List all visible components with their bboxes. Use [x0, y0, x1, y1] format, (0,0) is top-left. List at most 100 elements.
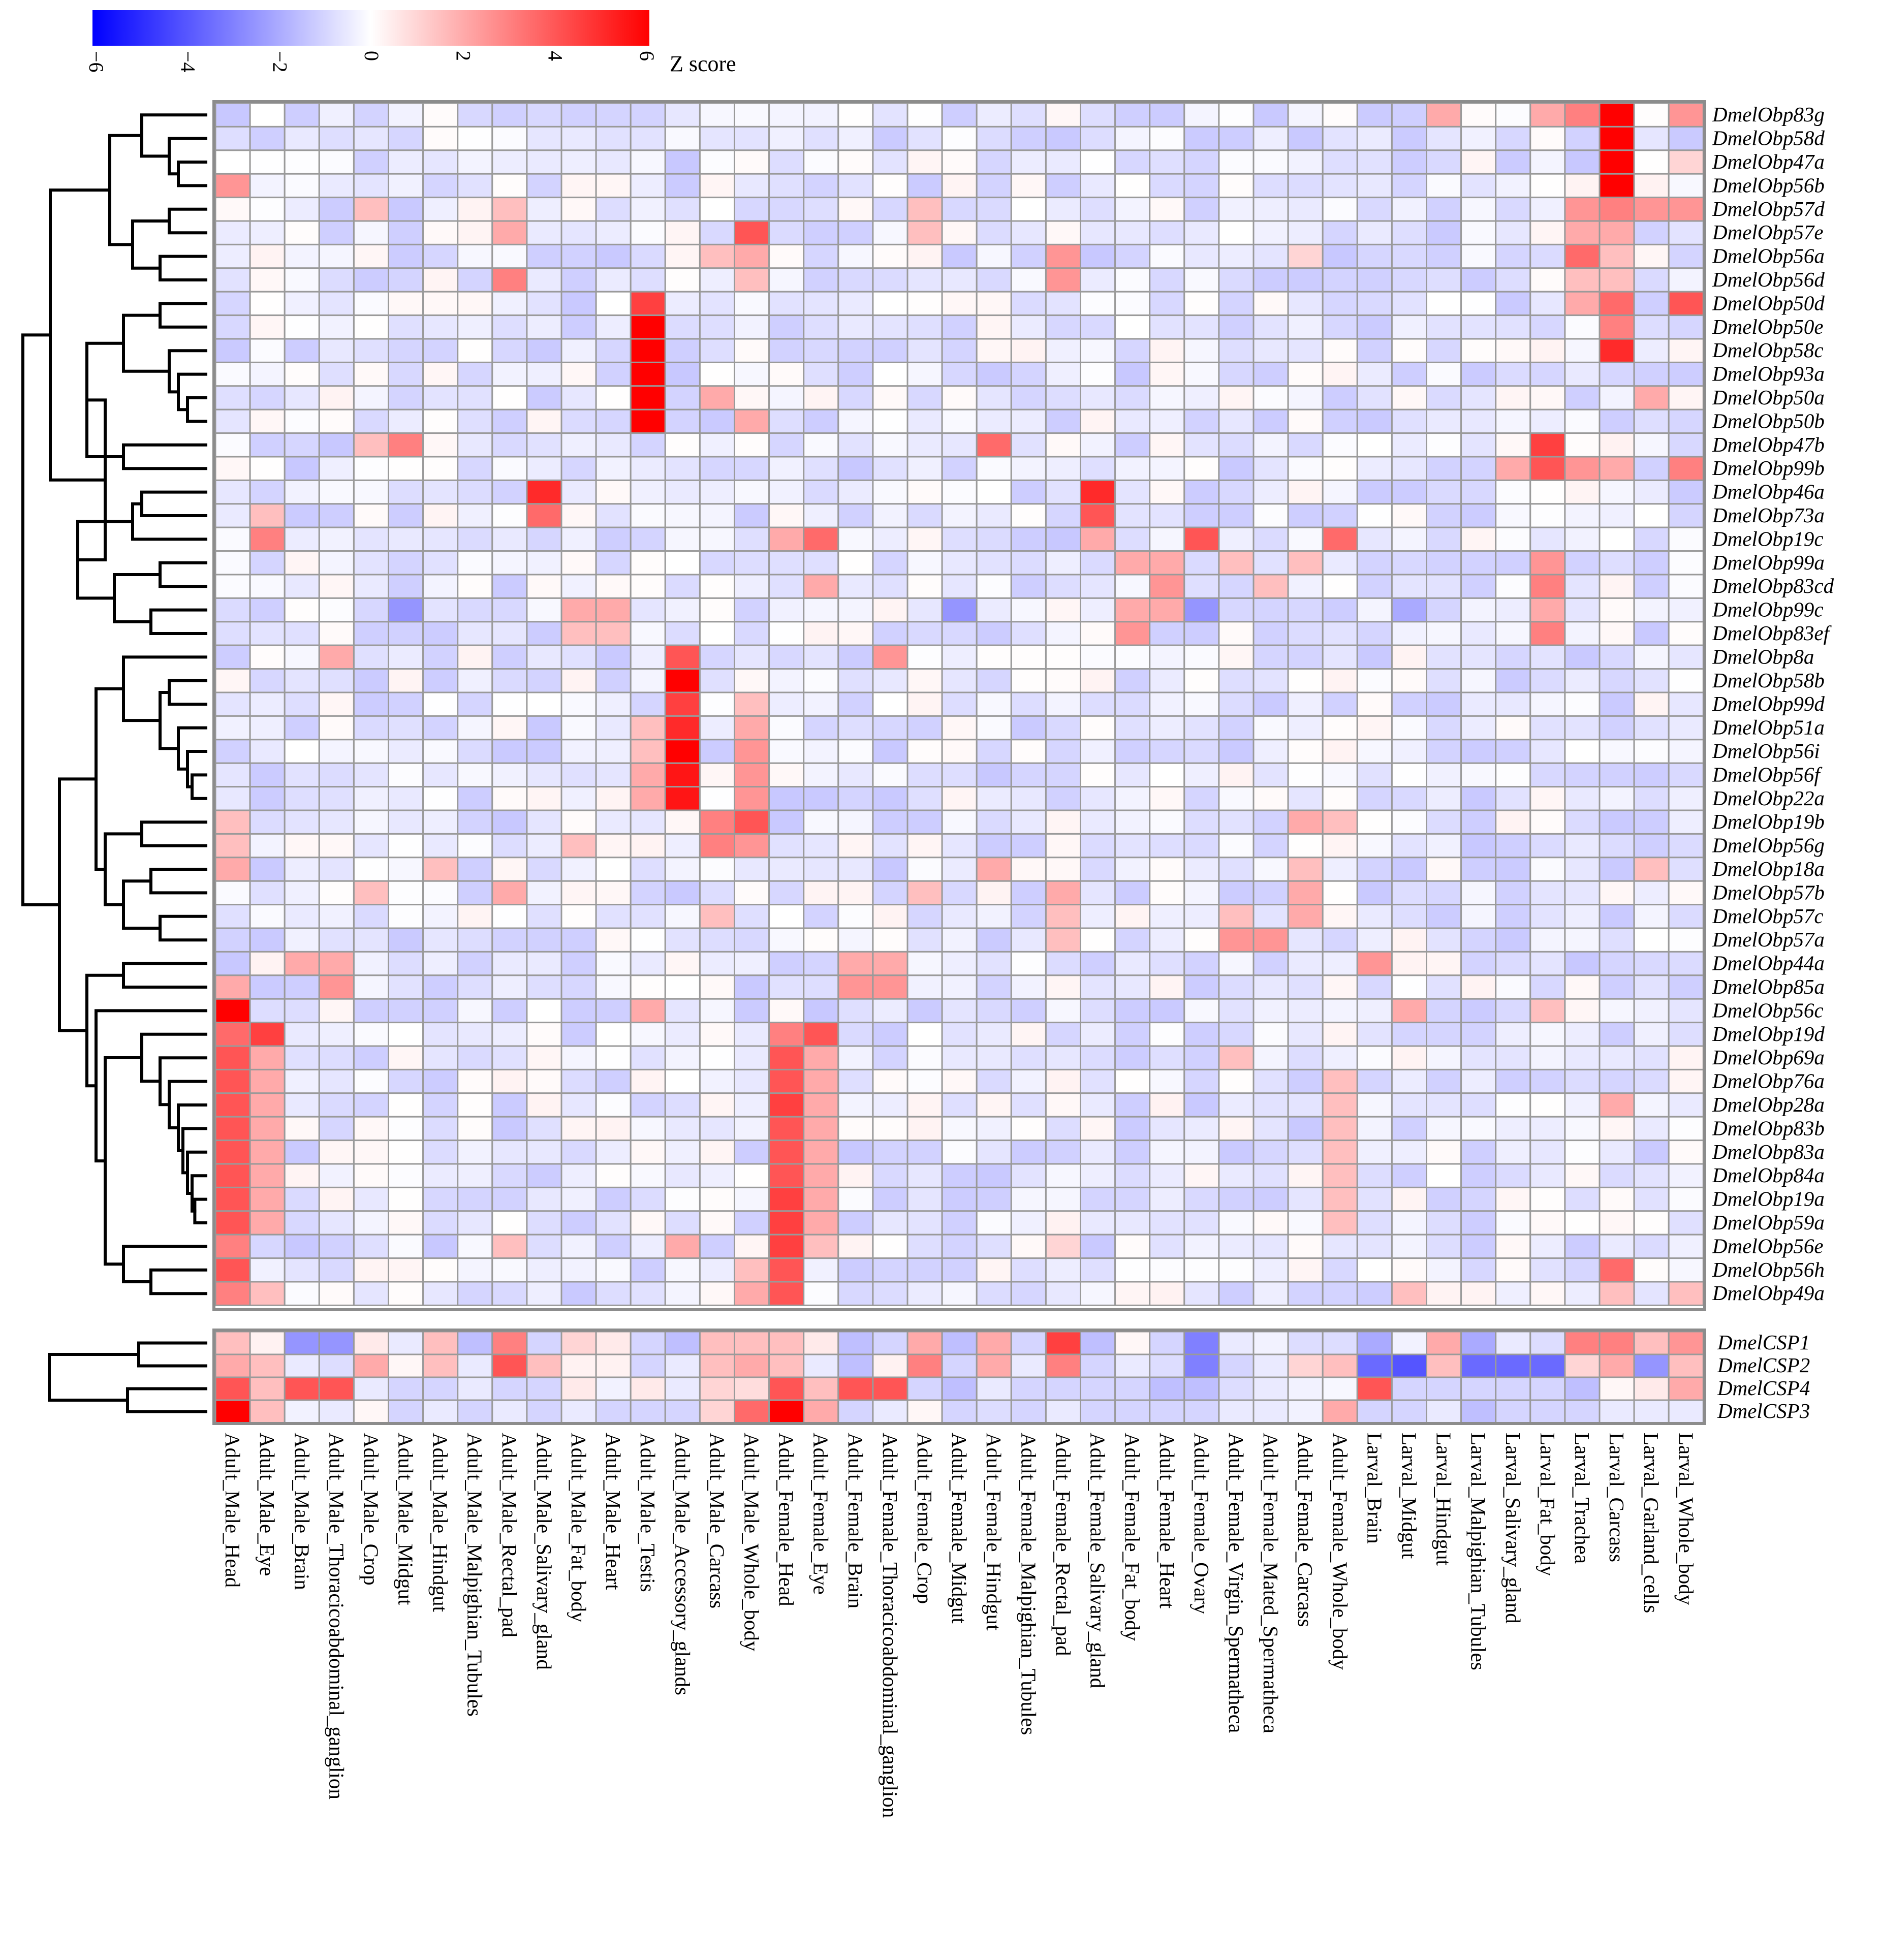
- heatmap-cell: [906, 691, 943, 717]
- heatmap-cell: [664, 1045, 701, 1070]
- heatmap-cell: [388, 951, 424, 976]
- heatmap-cell: [526, 786, 562, 811]
- heatmap-cell: [941, 644, 978, 670]
- heatmap-cell: [1633, 809, 1670, 835]
- heatmap-cell: [318, 456, 355, 481]
- heatmap-cell: [249, 314, 286, 340]
- heatmap-cell: [941, 479, 978, 505]
- heatmap-cell: [1391, 621, 1427, 646]
- heatmap-cell: [353, 762, 390, 788]
- heatmap-cell: [457, 149, 493, 175]
- heatmap-cell: [699, 691, 736, 717]
- csp-heatmap-cell: [1668, 1353, 1704, 1378]
- column-label: Adult_Male_Eye: [256, 1433, 279, 1576]
- heatmap-cell: [630, 974, 666, 1000]
- heatmap-cell: [249, 762, 286, 788]
- heatmap-cell: [1252, 951, 1289, 976]
- heatmap-cell: [1045, 904, 1081, 929]
- heatmap-cell: [1460, 574, 1497, 599]
- heatmap-cell: [1149, 479, 1185, 505]
- heatmap-cell: [1114, 715, 1151, 741]
- heatmap-cell: [1633, 385, 1670, 410]
- heatmap-cell: [630, 809, 666, 835]
- heatmap-cell: [1529, 432, 1566, 458]
- heatmap-cell: [976, 715, 1012, 741]
- obp-row-label: DmelObp18a: [1712, 857, 1825, 880]
- heatmap-cell: [422, 833, 459, 859]
- column-label: Adult_Male_Salivary_gland: [532, 1433, 556, 1670]
- heatmap-cell: [422, 715, 459, 741]
- heatmap-cell: [1633, 173, 1670, 199]
- heatmap-cell: [595, 408, 632, 434]
- heatmap-cell: [1391, 739, 1427, 764]
- heatmap-cell: [1252, 1257, 1289, 1283]
- heatmap-cell: [1183, 1234, 1220, 1259]
- heatmap-cell: [1668, 385, 1704, 410]
- heatmap-cell: [1633, 1234, 1670, 1259]
- heatmap-cell: [1252, 574, 1289, 599]
- heatmap-cell: [699, 597, 736, 623]
- heatmap-cell: [837, 951, 874, 976]
- obp-row-label: DmelObp8a: [1712, 645, 1814, 668]
- heatmap-cell: [1356, 526, 1393, 552]
- heatmap-cell: [1460, 809, 1497, 835]
- dendrogram-branch: [122, 1245, 207, 1283]
- heatmap-cell: [214, 1210, 251, 1236]
- heatmap-cell: [318, 715, 355, 741]
- heatmap-cell: [1633, 644, 1670, 670]
- heatmap-cell: [1460, 1163, 1497, 1188]
- heatmap-cell: [214, 880, 251, 906]
- heatmap-cell: [1045, 762, 1081, 788]
- csp-heatmap-cell: [1114, 1376, 1151, 1401]
- csp-heatmap-cell: [457, 1331, 493, 1355]
- heatmap-cell: [664, 974, 701, 1000]
- heatmap-cell: [768, 102, 805, 128]
- heatmap-cell: [837, 385, 874, 410]
- heatmap-cell: [284, 291, 320, 317]
- heatmap-cell: [214, 479, 251, 505]
- csp-heatmap-cell: [1529, 1399, 1566, 1424]
- heatmap-cell: [1495, 432, 1531, 458]
- heatmap-cell: [353, 314, 390, 340]
- heatmap-cell: [1114, 1281, 1151, 1306]
- heatmap-cell: [388, 1068, 424, 1094]
- heatmap-cell: [1080, 1068, 1116, 1094]
- heatmap-cell: [734, 691, 770, 717]
- heatmap-cell: [1564, 314, 1601, 340]
- heatmap-cell: [1356, 243, 1393, 269]
- heatmap-cell: [1114, 927, 1151, 953]
- heatmap-cell: [1460, 361, 1497, 387]
- heatmap-cell: [1495, 1210, 1531, 1236]
- heatmap-cell: [353, 644, 390, 670]
- heatmap-cell: [1183, 149, 1220, 175]
- heatmap-cell: [768, 951, 805, 976]
- heatmap-cell: [1633, 668, 1670, 693]
- heatmap-cell: [1668, 1022, 1704, 1047]
- heatmap-cell: [1668, 739, 1704, 764]
- heatmap-cell: [976, 857, 1012, 882]
- heatmap-cell: [1252, 1281, 1289, 1306]
- heatmap-cell: [214, 197, 251, 222]
- csp-heatmap-cell: [1633, 1376, 1670, 1401]
- csp-heatmap-cell: [976, 1353, 1012, 1378]
- heatmap-cell: [976, 644, 1012, 670]
- heatmap-cell: [664, 361, 701, 387]
- heatmap-cell: [595, 291, 632, 317]
- csp-heatmap-cell: [1529, 1376, 1566, 1401]
- heatmap-cell: [1529, 220, 1566, 245]
- heatmap-cell: [976, 621, 1012, 646]
- heatmap-cell: [1287, 267, 1324, 293]
- heatmap-cell: [457, 1116, 493, 1142]
- heatmap-cell: [214, 951, 251, 976]
- heatmap-cell: [664, 1210, 701, 1236]
- heatmap-cell: [1529, 904, 1566, 929]
- csp-heatmap-cell: [1599, 1353, 1635, 1378]
- heatmap-cell: [595, 1045, 632, 1070]
- heatmap-cell: [249, 574, 286, 599]
- heatmap-cell: [526, 1281, 562, 1306]
- heatmap-cell: [1633, 1210, 1670, 1236]
- heatmap-cell: [1391, 243, 1427, 269]
- heatmap-cell: [249, 361, 286, 387]
- heatmap-cell: [1322, 974, 1358, 1000]
- heatmap-cell: [1114, 1068, 1151, 1094]
